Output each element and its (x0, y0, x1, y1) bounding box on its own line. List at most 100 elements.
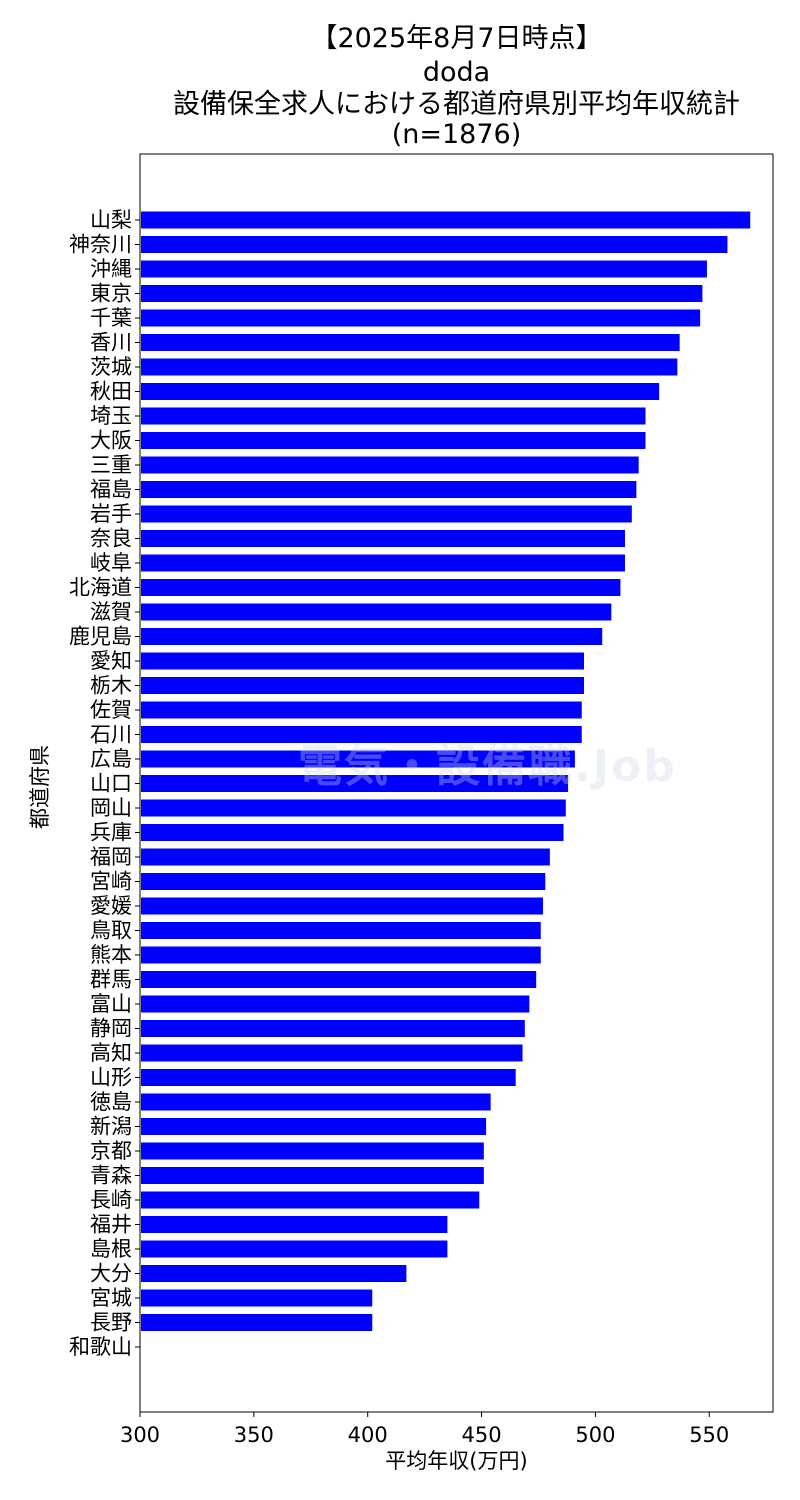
bar-神奈川 (141, 236, 728, 253)
bar-大分 (141, 1265, 407, 1282)
bar-青森 (141, 1167, 484, 1184)
bar-北海道 (141, 579, 621, 596)
y-tick-label: 鹿児島 (69, 625, 132, 649)
y-tick-label: 千葉 (90, 306, 132, 330)
bar-高知 (141, 1044, 523, 1062)
y-tick-label: 栃木 (90, 674, 132, 698)
y-tick-label: 京都 (90, 1139, 132, 1163)
y-tick-label: 大阪 (90, 429, 132, 453)
y-tick-label: 沖縄 (90, 257, 132, 281)
bar-山形 (141, 1069, 516, 1086)
bar-兵庫 (141, 824, 564, 841)
y-tick-label: 高知 (90, 1041, 132, 1065)
x-axis-label: 平均年収(万円) (385, 1449, 527, 1473)
y-tick-label: 福井 (90, 1213, 132, 1237)
bar-熊本 (141, 946, 541, 964)
chart-title-source: doda (422, 57, 491, 88)
x-tick-labels: 300 350 400 450 500 550 (120, 1412, 729, 1447)
y-tick-label: 東京 (90, 282, 132, 306)
bar-愛知 (141, 652, 585, 670)
y-tick-label: 三重 (90, 453, 132, 477)
y-tick-label: 熊本 (90, 943, 132, 967)
y-tick-label: 神奈川 (69, 233, 132, 257)
bar-静岡 (141, 1020, 525, 1037)
y-tick-label: 香川 (90, 331, 132, 355)
y-tick-label: 兵庫 (90, 821, 132, 845)
x-tick-label: 350 (234, 1423, 274, 1447)
y-tick-label: 大分 (90, 1262, 132, 1286)
bar-福井 (141, 1216, 448, 1233)
bar-宮崎 (141, 873, 546, 890)
bar-三重 (141, 456, 639, 474)
bar-滋賀 (141, 603, 612, 621)
y-tick-label: 宮崎 (90, 870, 132, 894)
bar-群馬 (141, 971, 537, 988)
y-tick-label: 愛知 (90, 649, 132, 673)
bar-奈良 (141, 530, 625, 547)
bar-茨城 (141, 358, 678, 376)
x-tick-label: 400 (348, 1423, 388, 1447)
bar-長野 (141, 1314, 373, 1331)
bar-千葉 (141, 309, 701, 327)
y-tick-label: 山形 (90, 1066, 132, 1090)
bar-香川 (141, 334, 680, 351)
bar-山梨 (141, 211, 751, 229)
y-tick-label: 長崎 (90, 1188, 132, 1212)
y-tick-label: 石川 (90, 723, 132, 747)
y-tick-label: 島根 (90, 1237, 132, 1261)
y-tick-label: 富山 (90, 992, 132, 1016)
y-tick-labels: 山梨神奈川沖縄東京千葉香川茨城秋田埼玉大阪三重福島岩手奈良岐阜北海道滋賀鹿児島愛… (69, 208, 140, 1359)
bar-大阪 (141, 432, 646, 449)
y-tick-label: 愛媛 (90, 894, 132, 918)
plot-frame (139, 153, 774, 1413)
y-tick-label: 岡山 (90, 796, 132, 820)
bar-岡山 (141, 799, 566, 817)
bar-山口 (141, 775, 569, 792)
bar-埼玉 (141, 407, 646, 425)
bars-group (141, 211, 751, 1331)
y-axis-label: 都道府県 (28, 745, 52, 829)
bar-鹿児島 (141, 628, 603, 645)
bar-長崎 (141, 1191, 480, 1209)
y-tick-label: 福島 (90, 478, 132, 502)
bar-富山 (141, 995, 530, 1013)
bar-岐阜 (141, 554, 625, 572)
bar-東京 (141, 285, 703, 302)
bar-岩手 (141, 505, 632, 523)
bar-新潟 (141, 1118, 487, 1135)
bar-福岡 (141, 848, 550, 866)
x-tick-label: 300 (120, 1423, 160, 1447)
y-tick-label: 秋田 (90, 380, 132, 404)
y-tick-label: 埼玉 (90, 404, 132, 428)
y-tick-label: 山口 (90, 772, 132, 796)
y-tick-label: 福岡 (90, 845, 132, 869)
chart-title-date: 【2025年8月7日時点】 (310, 23, 603, 54)
y-tick-label: 茨城 (90, 355, 132, 379)
bar-秋田 (141, 383, 660, 400)
bar-愛媛 (141, 897, 544, 915)
bar-島根 (141, 1240, 448, 1258)
y-tick-label: 青森 (90, 1164, 132, 1188)
y-tick-label: 長野 (90, 1311, 132, 1335)
bar-鳥取 (141, 922, 541, 939)
chart-title-sample-size: (n=1876) (391, 119, 522, 150)
x-tick-label: 550 (689, 1423, 729, 1447)
y-tick-label: 群馬 (90, 968, 132, 992)
x-tick-label: 500 (575, 1423, 615, 1447)
y-tick-label: 広島 (90, 747, 132, 771)
bar-広島 (141, 750, 575, 768)
y-tick-label: 山梨 (90, 208, 132, 232)
y-tick-label: 岐阜 (90, 551, 132, 575)
bar-福島 (141, 481, 637, 498)
y-tick-label: 宮城 (90, 1286, 132, 1310)
y-tick-label: 岩手 (90, 502, 132, 526)
y-tick-label: 奈良 (90, 527, 132, 551)
chart-title-main: 設備保全求人における都道府県別平均年収統計 (173, 89, 740, 120)
y-tick-label: 滋賀 (90, 600, 132, 624)
bar-栃木 (141, 677, 585, 694)
y-tick-label: 和歌山 (69, 1335, 132, 1359)
y-tick-label: 佐賀 (90, 698, 132, 722)
y-tick-label: 静岡 (90, 1017, 132, 1041)
y-tick-label: 徳島 (90, 1090, 132, 1114)
